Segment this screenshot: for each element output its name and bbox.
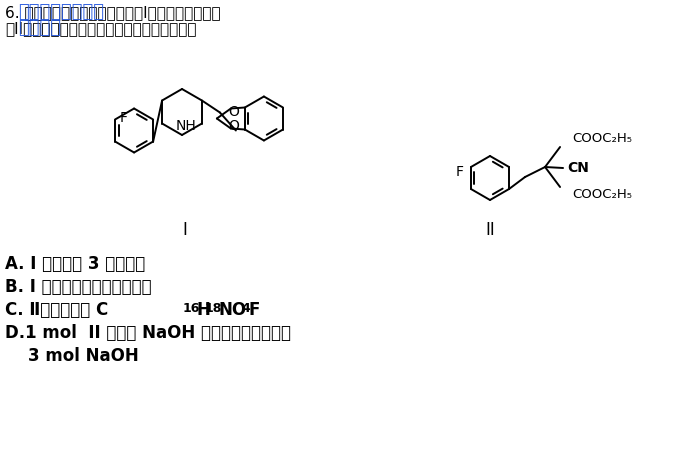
Text: CN: CN	[567, 161, 589, 175]
Text: 6. 治疗抑郁症的药物帕罗西汀（I）及其合成中间体: 6. 治疗抑郁症的药物帕罗西汀（I）及其合成中间体	[5, 5, 220, 20]
Text: 3 mol NaOH: 3 mol NaOH	[5, 347, 139, 365]
Text: 4: 4	[241, 302, 250, 315]
Text: D.1 mol  II 与足量 NaOH 溶液反应时最多消耗: D.1 mol II 与足量 NaOH 溶液反应时最多消耗	[5, 324, 291, 342]
Text: B. I 分子中含两个手性碳原子: B. I 分子中含两个手性碳原子	[5, 278, 152, 296]
Text: NO: NO	[219, 301, 247, 319]
Text: I: I	[183, 221, 188, 239]
Text: A. I 分子中有 3 种官能团: A. I 分子中有 3 种官能团	[5, 255, 146, 273]
Text: 趣找答案: 趣找答案	[18, 19, 61, 37]
Text: F: F	[120, 112, 128, 126]
Text: NH: NH	[176, 119, 197, 133]
Text: F: F	[456, 165, 464, 179]
Text: F: F	[248, 301, 260, 319]
Text: C. Ⅱ的分子式为 C: C. Ⅱ的分子式为 C	[5, 301, 108, 319]
Text: COOC₂H₅: COOC₂H₅	[572, 133, 632, 146]
Text: 微信公众号关注：: 微信公众号关注：	[18, 3, 104, 21]
Text: COOC₂H₅: COOC₂H₅	[572, 189, 632, 201]
Text: 16: 16	[183, 302, 200, 315]
Text: H: H	[197, 301, 211, 319]
Text: II: II	[485, 221, 495, 239]
Text: 18: 18	[205, 302, 223, 315]
Text: O: O	[228, 106, 239, 120]
Text: O: O	[228, 119, 239, 133]
Text: （II）的结构简式如图所示。下列说法错误的是: （II）的结构简式如图所示。下列说法错误的是	[5, 21, 197, 36]
